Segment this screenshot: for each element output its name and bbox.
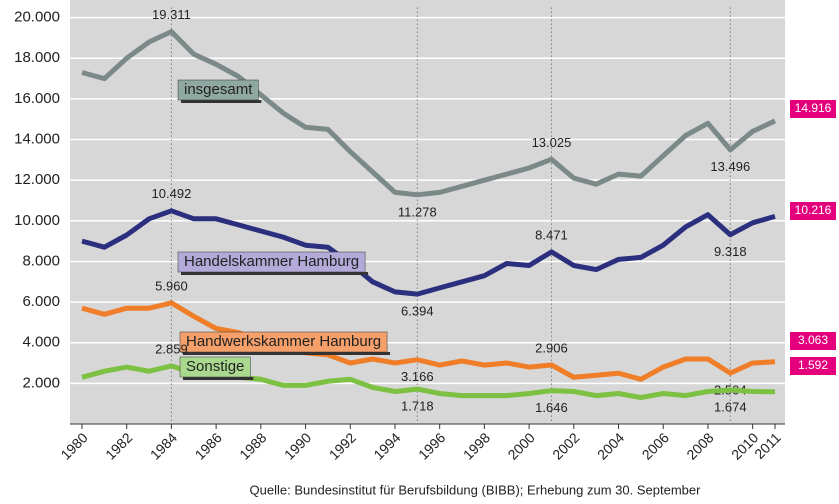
end-label: 1.592 xyxy=(790,357,836,375)
point-label: 1.674 xyxy=(714,399,747,414)
y-tick-label: 8.000 xyxy=(22,252,60,269)
y-tick-label: 12.000 xyxy=(14,171,60,188)
point-label: 5.960 xyxy=(155,278,188,293)
end-label-text: 1.592 xyxy=(798,358,828,372)
series-label: Handwerkskammer Hamburg xyxy=(179,331,391,355)
legend-entry: Sonstige xyxy=(186,358,244,375)
x-tick-label: 2008 xyxy=(683,429,716,462)
legend-entry: Handwerkskammer Hamburg xyxy=(186,333,381,350)
point-label: 2.906 xyxy=(535,340,568,355)
series-line xyxy=(81,300,776,382)
end-label-bg xyxy=(790,202,836,220)
x-tick-label: 2011 xyxy=(751,429,784,462)
series-label-shadow xyxy=(183,352,391,355)
x-tick-label: 2004 xyxy=(594,429,627,462)
end-label-text: 14.916 xyxy=(795,101,832,115)
end-label: 3.063 xyxy=(790,332,836,350)
end-label-text: 3.063 xyxy=(798,333,828,347)
x-tick-label: 2002 xyxy=(549,429,582,462)
source: Quelle: Bundesinstitut für Berufsbildung… xyxy=(250,482,702,497)
point-label: 10.492 xyxy=(152,186,192,201)
series-label-shadow xyxy=(183,377,254,380)
y-tick-label: 16.000 xyxy=(14,90,60,107)
x-tick-label: 1988 xyxy=(236,429,269,462)
y-tick-label: 10.000 xyxy=(14,212,60,229)
end-label-text: 10.216 xyxy=(795,203,832,217)
point-label: 1.718 xyxy=(401,399,434,414)
point-label: 13.025 xyxy=(532,135,572,150)
point-label: 2.859 xyxy=(155,341,188,356)
point-label: 13.496 xyxy=(710,159,750,174)
y-tick-label: 6.000 xyxy=(22,293,60,310)
series-label-shadow xyxy=(181,100,262,103)
x-tick-label: 1980 xyxy=(57,429,90,462)
x-tick-label: 1998 xyxy=(460,429,493,462)
x-tick-label: 1982 xyxy=(102,429,135,462)
legend-entry: insgesamt xyxy=(184,81,253,98)
end-label-bg xyxy=(790,100,836,118)
x-tick-label: 2006 xyxy=(639,429,672,462)
x-tick-label: 1990 xyxy=(281,429,314,462)
series-line xyxy=(81,208,776,297)
end-label: 10.216 xyxy=(790,202,836,220)
point-label: 1.646 xyxy=(535,400,568,415)
end-label: 14.916 xyxy=(790,100,836,118)
x-tick-label: 1992 xyxy=(326,429,359,462)
series-label: Sonstige xyxy=(179,356,254,380)
end-label-bg xyxy=(790,357,836,375)
x-tick-label: 1986 xyxy=(192,429,225,462)
point-label: 11.278 xyxy=(398,204,437,219)
x-tick-label: 1994 xyxy=(370,429,403,462)
point-label: 8.471 xyxy=(535,227,568,242)
legend-entry: Handelskammer Hamburg xyxy=(184,253,359,270)
x-tick-label: 1996 xyxy=(415,429,448,462)
y-tick-label: 20.000 xyxy=(14,9,60,26)
x-tick-label: 2000 xyxy=(504,429,537,462)
series-line xyxy=(81,29,777,198)
point-label: 3.166 xyxy=(401,369,434,384)
y-tick-label: 2.000 xyxy=(22,374,60,391)
series-label-shadow xyxy=(181,272,369,275)
x-tick-label: 1984 xyxy=(147,429,180,462)
end-label-bg xyxy=(790,332,836,350)
point-label: 9.318 xyxy=(714,244,747,259)
series-label: Handelskammer Hamburg xyxy=(177,251,369,275)
y-tick-label: 4.000 xyxy=(22,334,60,351)
series-label: insgesamt xyxy=(177,79,262,103)
point-label: 6.394 xyxy=(401,304,434,319)
y-tick-label: 18.000 xyxy=(14,49,60,66)
point-label: 19.311 xyxy=(152,7,191,22)
y-tick-label: 14.000 xyxy=(14,130,60,147)
